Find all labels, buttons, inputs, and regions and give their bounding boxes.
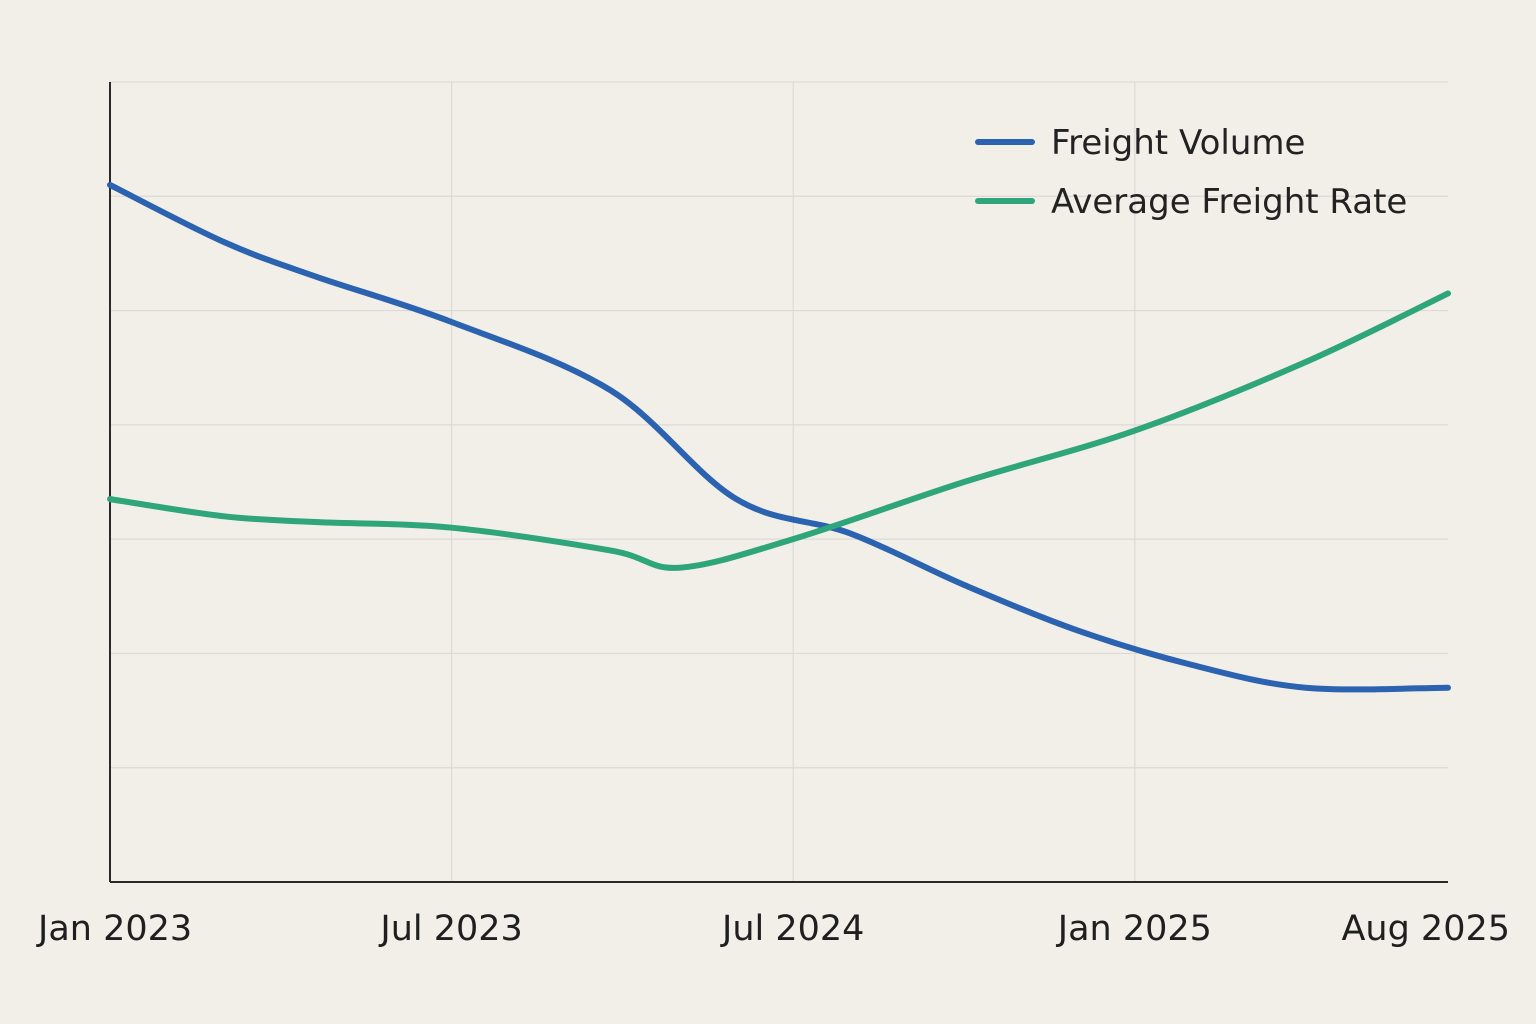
legend-label: Freight Volume (1051, 123, 1305, 163)
x-tick-label: Jan 2023 (36, 909, 192, 949)
x-tick-label: Jan 2025 (1056, 909, 1212, 949)
grid (110, 81, 1448, 882)
legend-label: Average Freight Rate (1051, 182, 1407, 222)
x-axis-ticks: Jan 2023 Jul 2023 Jul 2024 Jan 2025 Aug 2025 (36, 909, 1510, 949)
x-tick-label: Jul 2024 (720, 909, 864, 949)
series (107, 181, 1451, 693)
x-tick-label: Aug 2025 (1341, 909, 1510, 949)
series-line-freight-volume (107, 181, 1451, 693)
axes (109, 82, 1448, 883)
x-tick-label: Jul 2023 (378, 909, 522, 949)
series-line-average-freight-rate (107, 290, 1451, 571)
legend: Freight Volume Average Freight Rate (975, 123, 1407, 222)
